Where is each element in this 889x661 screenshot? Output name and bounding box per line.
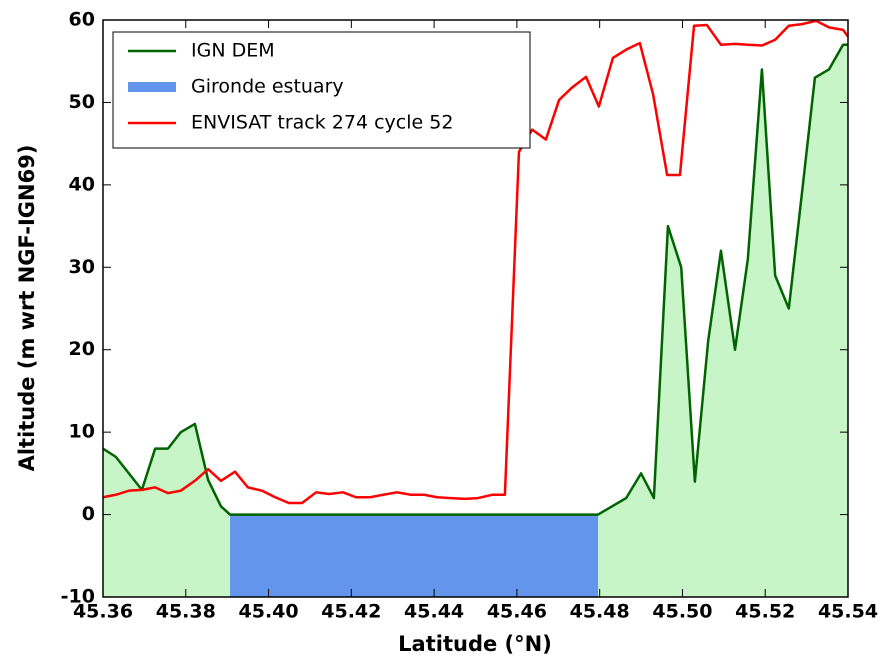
x-axis-label: Latitude (°N) <box>398 632 552 656</box>
y-tick-label: 40 <box>69 173 95 195</box>
legend-box <box>112 31 531 149</box>
y-tick-label: 10 <box>69 421 95 443</box>
x-tick-label: 45.54 <box>818 601 878 623</box>
legend-label: IGN DEM <box>191 40 275 62</box>
x-tick-label: 45.36 <box>73 601 133 623</box>
line <box>102 43 848 516</box>
legend-label: ENVISAT track 274 cycle 52 <box>191 112 453 134</box>
x-tick-label: 45.42 <box>321 601 381 623</box>
y-tick-label: 20 <box>69 338 95 360</box>
estuary-area <box>230 514 599 597</box>
x-tick-label: 45.52 <box>735 601 795 623</box>
legend-label: Gironde estuary <box>191 76 344 98</box>
y-tick-label: 30 <box>69 256 95 278</box>
y-axis-label: Altitude (m wrt NGF-IGN69) <box>15 145 39 472</box>
x-tick-label: 45.46 <box>487 601 547 623</box>
y-tick-label: 0 <box>82 503 95 525</box>
x-tick-label: 45.48 <box>570 601 630 623</box>
x-tick-label: 45.38 <box>156 601 216 623</box>
x-tick-label: 45.40 <box>239 601 299 623</box>
y-tick-label: 60 <box>69 9 95 31</box>
y-tick-label: -10 <box>61 586 95 608</box>
x-tick-label: 45.50 <box>652 601 712 623</box>
line <box>102 19 849 505</box>
area-fill <box>103 44 848 597</box>
y-tick-label: 50 <box>69 91 95 113</box>
legend-swatch <box>128 82 176 92</box>
plot-frame <box>102 19 849 598</box>
x-tick-label: 45.44 <box>404 601 464 623</box>
